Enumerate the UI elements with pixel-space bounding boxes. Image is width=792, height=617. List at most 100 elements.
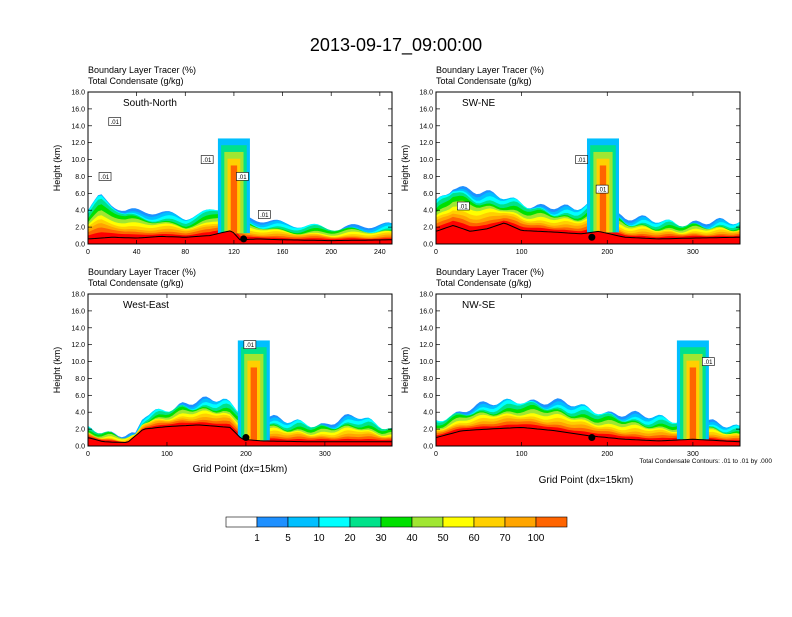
panel-title-tracer: Boundary Layer Tracer (%) [436, 267, 544, 277]
x-tick-label: 160 [277, 249, 289, 256]
y-tick-label: 6.0 [75, 393, 85, 400]
x-tick-label: 0 [86, 249, 90, 256]
tracer-field: .01 .01 .01 [436, 92, 740, 244]
y-tick-label: 16.0 [71, 106, 85, 113]
colorbar-swatch [225, 516, 258, 528]
tracer-band-11 [88, 227, 392, 241]
colorbar-label: 20 [344, 533, 356, 544]
colorbar-swatch [287, 516, 320, 528]
contour-label: .01 [457, 201, 470, 211]
section-label: South-North [123, 98, 177, 109]
y-tick-label: 6.0 [75, 191, 85, 198]
y-tick-label: 10.0 [419, 359, 433, 366]
x-tick-label: 120 [228, 249, 240, 256]
tracer-field: .01 .01 .01 .01 .01 [88, 92, 392, 244]
colorbar-swatch [380, 516, 413, 528]
x-tick-label: 300 [687, 451, 699, 458]
colorbar-label: 40 [406, 533, 418, 544]
y-tick-label: 4.0 [423, 208, 433, 215]
y-tick-label: 2.0 [75, 225, 85, 232]
xlabel-left: Grid Point (dx=15km) [193, 464, 288, 475]
convective-tower [599, 165, 607, 233]
y-tick-label: 10.0 [71, 359, 85, 366]
panel-title-condensate: Total Condensate (g/kg) [436, 76, 532, 86]
colorbar-swatch [349, 516, 382, 528]
svg-text:.01: .01 [246, 343, 255, 349]
contour-label: .01 [702, 357, 715, 366]
panel-sw-ne: .01 .01 .01 0.0 2.0 4.0 6.0 8.0 10.0 12.0 14.0 16.0… [400, 65, 741, 256]
colorbar-swatch [442, 516, 475, 528]
panel-west-east: .01 0.0 2.0 4.0 6.0 8.0 10.0 12.0 14.0 16.0 18.0 0 1… [52, 267, 393, 458]
panel-title-condensate: Total Condensate (g/kg) [88, 76, 184, 86]
y-tick-label: 12.0 [71, 140, 85, 147]
x-tick-label: 100 [516, 451, 528, 458]
panel-title-tracer: Boundary Layer Tracer (%) [436, 65, 544, 75]
section-label: West-East [123, 300, 169, 311]
y-tick-label: 12.0 [71, 342, 85, 349]
y-tick-label: 4.0 [75, 410, 85, 417]
contour-label: .01 [258, 210, 271, 219]
section-label: SW-NE [462, 98, 495, 109]
colorbar-swatch [473, 516, 506, 528]
figure-title: 2013-09-17_09:00:00 [310, 35, 482, 56]
y-tick-label: 8.0 [75, 376, 85, 383]
panel-title-tracer: Boundary Layer Tracer (%) [88, 267, 196, 277]
x-tick-label: 0 [86, 451, 90, 458]
y-tick-label: 18.0 [419, 292, 433, 299]
svg-text:.01: .01 [598, 188, 607, 194]
y-axis-label: Height (km) [400, 145, 410, 192]
tracer-band-11 [88, 422, 392, 443]
y-axis-label: Height (km) [400, 347, 410, 394]
y-tick-label: 14.0 [71, 325, 85, 332]
colorbar-label: 50 [437, 533, 449, 544]
location-marker [242, 434, 250, 442]
contour-label: .01 [236, 172, 249, 181]
contour-label: .01 [243, 340, 257, 349]
y-tick-label: 0.0 [423, 444, 433, 451]
y-tick-label: 18.0 [71, 292, 85, 299]
y-tick-label: 12.0 [419, 140, 433, 147]
contour-label: .01 [108, 117, 122, 126]
contour-note: Total Condensate Contours: .01 to .01 by… [639, 458, 772, 465]
colorbar-label: 100 [528, 533, 545, 544]
x-tick-label: 200 [325, 249, 337, 256]
y-tick-label: 2.0 [75, 427, 85, 434]
contour-label: .01 [595, 184, 609, 194]
y-tick-label: 8.0 [423, 376, 433, 383]
plot-frame [87, 293, 393, 447]
y-tick-label: 0.0 [75, 444, 85, 451]
x-tick-label: 240 [374, 249, 386, 256]
svg-text:.01: .01 [459, 205, 468, 211]
y-tick-label: 14.0 [71, 123, 85, 130]
plot-frame [435, 293, 741, 447]
panel-title-condensate: Total Condensate (g/kg) [88, 278, 184, 288]
colorbar-swatch [411, 516, 444, 528]
tracer-field: .01 [436, 294, 740, 446]
y-tick-label: 16.0 [419, 308, 433, 315]
y-tick-label: 8.0 [423, 174, 433, 181]
location-marker [588, 434, 596, 442]
location-marker [240, 235, 248, 243]
y-tick-label: 6.0 [423, 191, 433, 198]
contour-label: .01 [575, 155, 588, 164]
plot-frame [435, 91, 741, 245]
y-axis-label: Height (km) [52, 347, 62, 394]
colorbar-label: 5 [285, 533, 291, 544]
section-label: NW-SE [462, 300, 495, 311]
x-tick-label: 0 [434, 451, 438, 458]
y-tick-label: 0.0 [423, 242, 433, 249]
y-tick-label: 12.0 [419, 342, 433, 349]
svg-text:.01: .01 [260, 213, 269, 219]
colorbar: 1 5 10 20 30 40 50 60 70 100 [225, 516, 568, 544]
xlabel-right: Grid Point (dx=15km) [539, 475, 634, 486]
y-tick-label: 16.0 [71, 308, 85, 315]
y-tick-label: 10.0 [419, 157, 433, 164]
tracer-field: .01 [88, 294, 392, 446]
y-tick-label: 8.0 [75, 174, 85, 181]
y-tick-label: 16.0 [419, 106, 433, 113]
convective-tower [250, 367, 258, 441]
y-tick-label: 14.0 [419, 123, 433, 130]
tracer-band-11 [436, 424, 740, 442]
colorbar-label: 70 [499, 533, 511, 544]
x-tick-label: 300 [319, 451, 331, 458]
